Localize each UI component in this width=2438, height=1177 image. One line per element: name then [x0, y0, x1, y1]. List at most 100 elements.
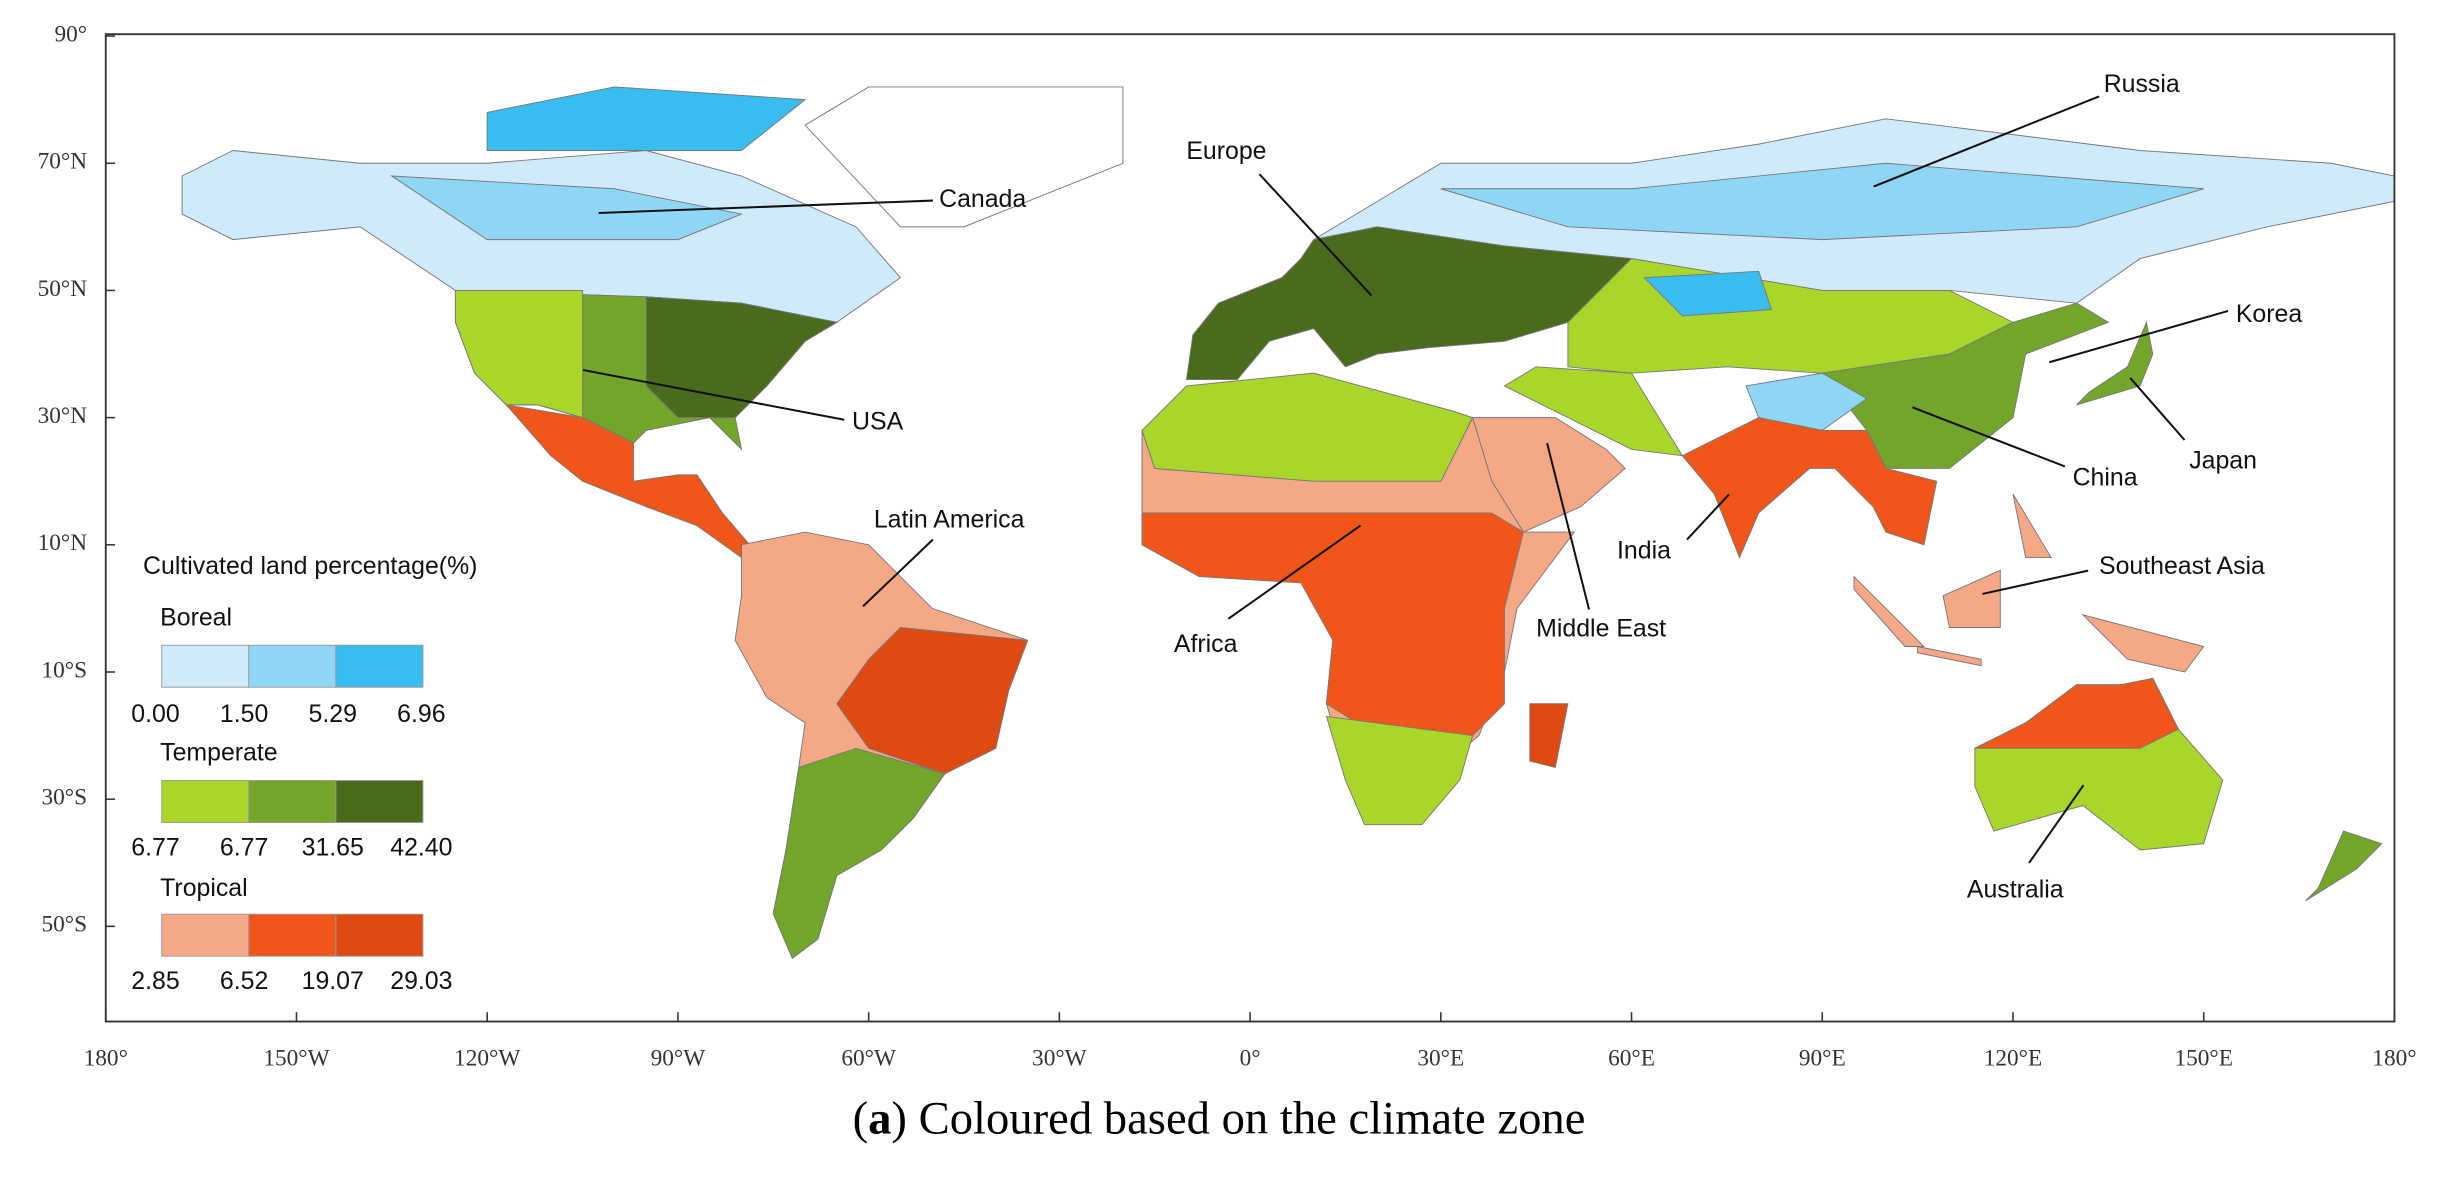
caption-label: a	[868, 1092, 891, 1144]
landmass	[2076, 320, 2154, 406]
legend-break: 6.52	[220, 967, 268, 995]
region-label: USA	[852, 407, 904, 435]
landmass	[2012, 493, 2052, 559]
legend-swatch	[248, 913, 337, 957]
landmass	[1917, 645, 1982, 667]
region-label: Africa	[1174, 630, 1238, 658]
legend-swatch	[335, 644, 424, 688]
landmass	[772, 747, 946, 959]
region-label: Russia	[2104, 70, 2180, 98]
legend-swatch	[161, 780, 250, 823]
y-tick-label: 90°	[54, 21, 87, 47]
leader-line	[2129, 377, 2186, 441]
legend-group-name: Temperate	[160, 739, 277, 767]
caption: (a) Coloured based on the climate zone	[853, 1092, 1586, 1144]
x-tick-label: 180°	[2372, 1046, 2416, 1072]
landmass	[486, 86, 807, 151]
x-tick-label: 30°W	[1032, 1046, 1087, 1072]
x-tick-label: 60°W	[841, 1046, 896, 1072]
land	[181, 86, 2395, 959]
legend-break: 19.07	[302, 967, 364, 995]
landmass	[1529, 703, 1569, 769]
leader-line	[582, 369, 845, 421]
legend-break: 29.03	[390, 967, 452, 995]
landmass	[1440, 162, 2204, 241]
landmass	[505, 404, 762, 559]
caption-open: (	[853, 1092, 869, 1144]
legend-swatch	[248, 644, 337, 688]
legend-swatch	[161, 913, 250, 957]
landmass	[1325, 715, 1474, 826]
legend-break: 0.00	[131, 700, 179, 728]
region-label: Europe	[1186, 137, 1266, 165]
x-tick-label: 90°E	[1799, 1046, 1846, 1072]
legend-break: 5.29	[309, 700, 357, 728]
x-tick-label: 180°	[84, 1046, 128, 1072]
landmass	[1681, 417, 1938, 559]
x-tick-label: 90°W	[651, 1046, 706, 1072]
legend-swatch	[335, 913, 424, 957]
landmass	[1503, 366, 1684, 457]
legend-break: 6.77	[220, 833, 268, 861]
legend-swatch	[248, 780, 337, 823]
landmass	[2305, 830, 2383, 902]
region-label: Middle East	[1536, 614, 1666, 642]
y-tick-label: 30°S	[41, 785, 87, 811]
landmass	[454, 289, 584, 419]
x-tick-label: 150°E	[2174, 1046, 2233, 1072]
region-label: Korea	[2236, 300, 2303, 328]
x-tick-label: 60°E	[1608, 1046, 1655, 1072]
x-tick-label: 120°E	[1984, 1046, 2043, 1072]
region-label: China	[2073, 463, 2138, 491]
legend-break: 1.50	[220, 700, 268, 728]
legend-swatch	[335, 780, 424, 823]
leader-line	[1546, 442, 1591, 610]
leader-line	[1686, 493, 1730, 541]
landmass	[2081, 613, 2205, 673]
region-label: Latin America	[874, 505, 1025, 533]
leader-line	[1982, 569, 2089, 595]
y-tick-label: 10°S	[41, 657, 87, 683]
legend-break: 2.85	[131, 967, 179, 995]
landmass	[804, 86, 1124, 228]
legend-group-name: Tropical	[160, 874, 248, 902]
leader-line	[1227, 524, 1362, 620]
landmass	[1745, 372, 1868, 431]
legend-swatch	[161, 644, 250, 688]
landmass	[1942, 569, 2001, 628]
region-label: India	[1617, 537, 1671, 565]
landmass	[1643, 270, 1773, 317]
leader-line	[1258, 173, 1373, 297]
legend-break: 31.65	[302, 833, 364, 861]
leader-line	[2028, 784, 2085, 864]
legend-break: 42.40	[390, 833, 452, 861]
x-tick-label: 30°E	[1417, 1046, 1464, 1072]
x-tick-label: 0°	[1240, 1046, 1261, 1072]
y-tick-label: 70°N	[38, 149, 88, 175]
leader-line	[1912, 406, 2066, 468]
legend-title: Cultivated land percentage(%)	[143, 552, 477, 580]
y-tick-label: 10°N	[38, 530, 88, 556]
region-label: Australia	[1967, 875, 2064, 903]
legend-break: 6.96	[397, 700, 445, 728]
landmass	[390, 175, 744, 241]
legend-group-name: Boreal	[160, 603, 232, 631]
landmass	[1141, 372, 1474, 482]
landmass	[645, 296, 839, 419]
region-label: Southeast Asia	[2099, 552, 2265, 580]
region-label: Canada	[939, 185, 1026, 213]
y-tick-label: 50°S	[41, 912, 87, 938]
y-tick-label: 50°N	[38, 276, 88, 302]
landmass	[1974, 677, 2179, 749]
legend-break: 6.77	[131, 833, 179, 861]
x-tick-label: 120°W	[454, 1046, 520, 1072]
leader-line	[2048, 309, 2229, 364]
y-tick-label: 30°N	[38, 403, 88, 429]
caption-text: ) Coloured based on the climate zone	[891, 1092, 1585, 1144]
landmass	[1853, 575, 1926, 647]
region-label: Japan	[2189, 446, 2257, 474]
leader-line	[862, 538, 934, 608]
x-tick-label: 150°W	[263, 1046, 329, 1072]
leader-line	[598, 199, 933, 215]
